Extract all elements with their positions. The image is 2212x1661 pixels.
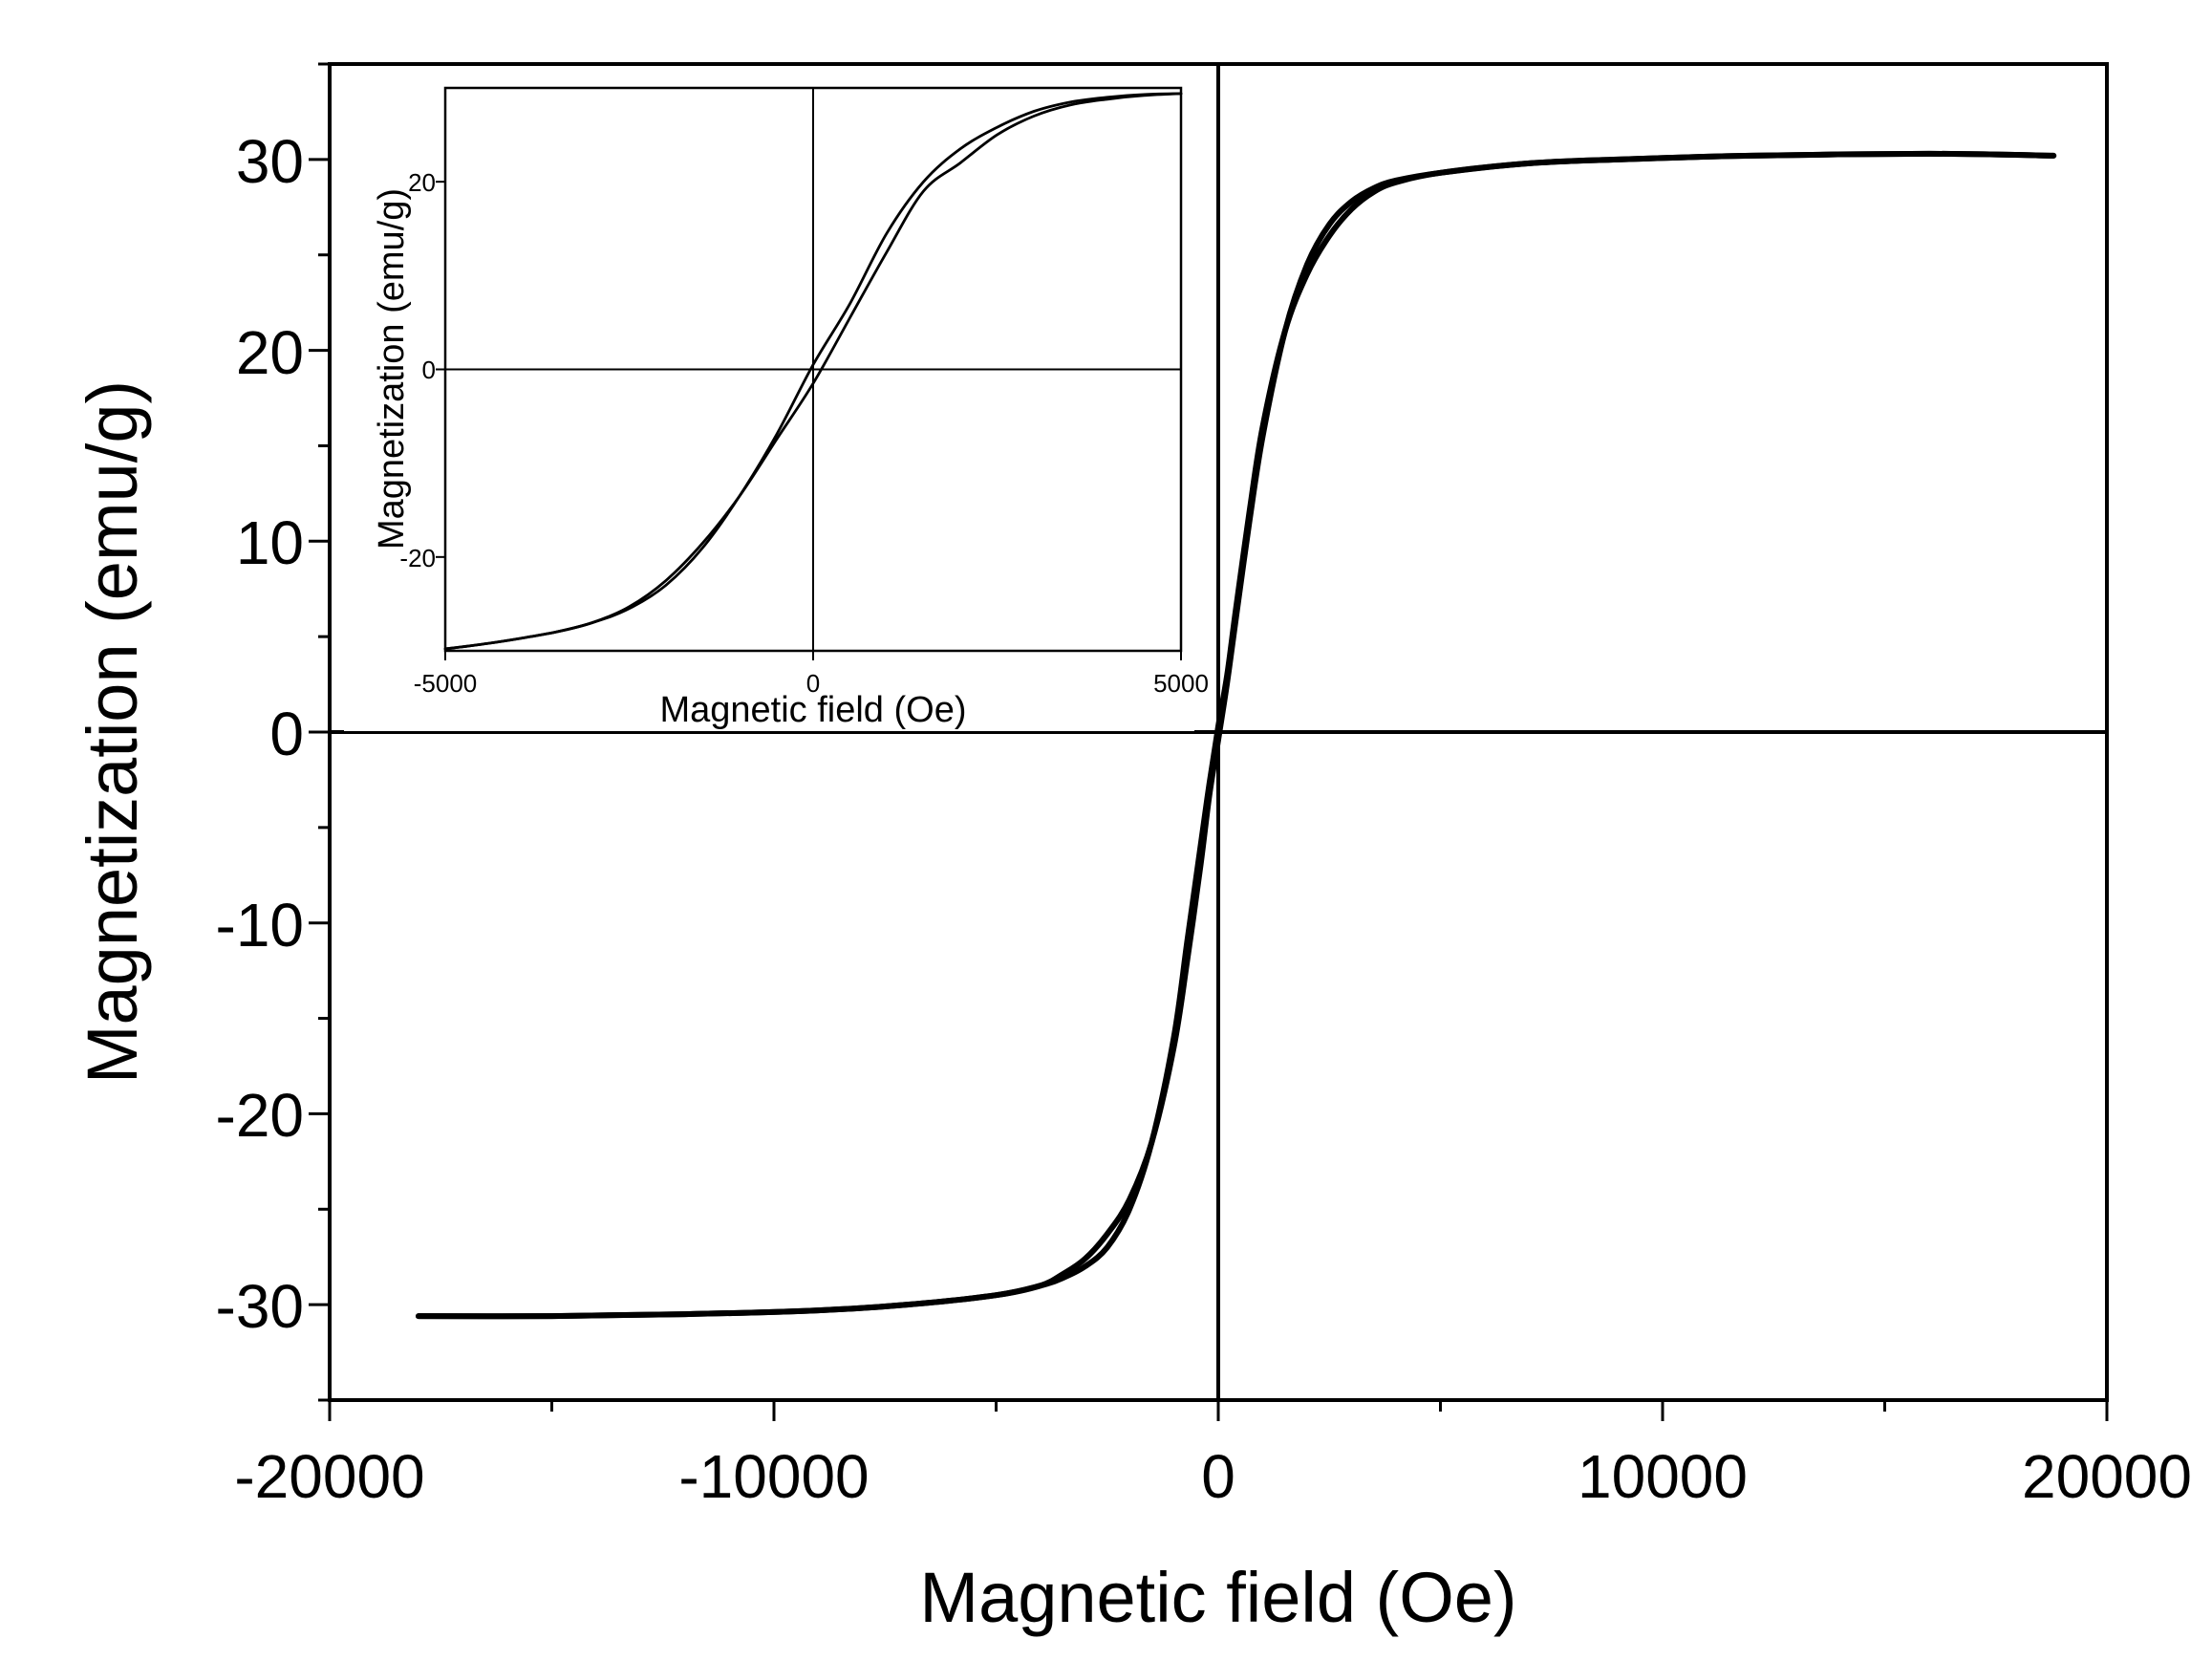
inset-series-ascending bbox=[443, 92, 1183, 651]
inset-x-axis-title: Magnetic field (Oe) bbox=[659, 690, 966, 730]
inset-xtick-label: 5000 bbox=[1153, 669, 1209, 698]
main-x-axis-title: Magnetic field (Oe) bbox=[919, 1558, 1516, 1637]
inset-xtick-label: -5000 bbox=[414, 669, 478, 698]
main-ytick-label: 0 bbox=[269, 700, 304, 768]
inset-ytick-label: 0 bbox=[422, 356, 436, 384]
inset-ytick-label: -20 bbox=[399, 544, 436, 572]
main-ytick-label: -20 bbox=[216, 1081, 305, 1150]
inset-ticks bbox=[436, 181, 1182, 660]
main-xtick-label: 10000 bbox=[1578, 1442, 1748, 1511]
main-xtick-label: -20000 bbox=[234, 1442, 424, 1511]
main-chart: -30 -20 -10 0 10 20 30 -20000 -10000 0 1… bbox=[73, 62, 2192, 1637]
main-ticks bbox=[309, 62, 2109, 1421]
inset-series-group bbox=[443, 92, 1183, 651]
main-ytick-label: -10 bbox=[216, 891, 305, 960]
main-xtick-label: 20000 bbox=[2022, 1442, 2192, 1511]
main-series-ascending bbox=[416, 150, 2057, 1320]
inset-xtick-label: 0 bbox=[806, 669, 820, 698]
inset-chart: -20 0 20 -5000 0 5000 Magnetic field (Oe… bbox=[344, 76, 1209, 731]
main-xtick-label: 0 bbox=[1201, 1442, 1235, 1511]
inset-background bbox=[344, 76, 1194, 731]
inset-y-axis-title: Magnetization (emu/g) bbox=[372, 188, 412, 550]
inset-ytick-label: 20 bbox=[408, 168, 436, 197]
main-ytick-label: 20 bbox=[236, 318, 304, 387]
main-xtick-label: -10000 bbox=[678, 1442, 869, 1511]
main-ytick-label: -30 bbox=[216, 1272, 305, 1341]
main-series-group bbox=[416, 150, 2057, 1320]
main-ytick-label: 30 bbox=[236, 127, 304, 196]
inset-zero-lines bbox=[445, 88, 1181, 651]
main-ytick-label: 10 bbox=[236, 508, 304, 577]
main-y-axis-title: Magnetization (emu/g) bbox=[73, 380, 152, 1084]
